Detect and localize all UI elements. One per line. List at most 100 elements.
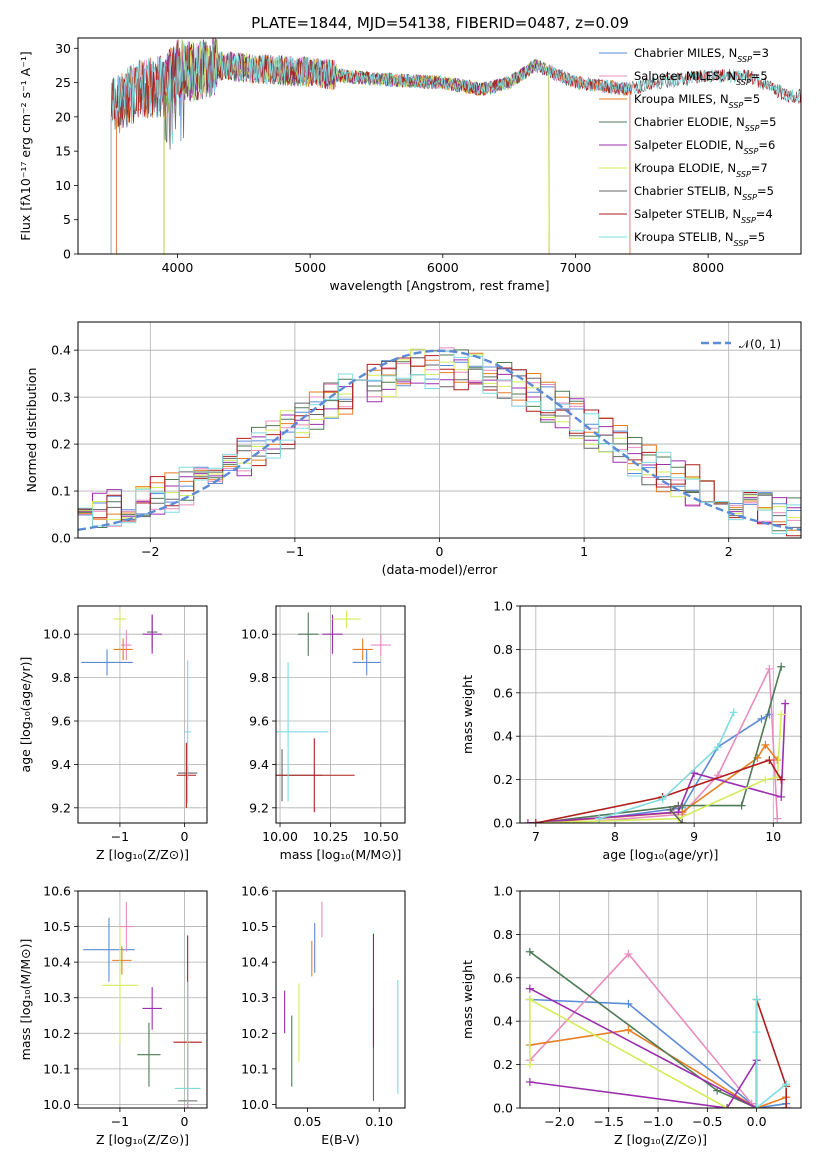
- y-tick-label: 10: [55, 178, 71, 193]
- axes-weight_vs_age: 7 8 9 10 0.0 0.2 0.4 0.6 0.8 1.0 age [log₁₀(age/yr…: [460, 599, 802, 862]
- legend-label: Chabrier STELIB, NSSP=5: [634, 184, 774, 202]
- legend-label: Kroupa STELIB, NSSP=5: [634, 230, 765, 248]
- errorbar-point: [276, 738, 355, 813]
- weight-marker: [525, 947, 534, 956]
- y-axis-label: Normed distribution: [24, 368, 39, 493]
- weight-marker: [782, 1080, 791, 1089]
- weight-series: [525, 984, 761, 1108]
- axes-frame: [275, 605, 406, 824]
- y-tick-label: 25: [55, 75, 71, 90]
- errorbar-point: [113, 638, 133, 661]
- weight-marker: [752, 1028, 761, 1037]
- y-tick-label: 15: [55, 144, 71, 159]
- x-tick-label: 1: [580, 544, 588, 559]
- y-tick-label: 10.4: [241, 955, 269, 970]
- errorbar-point: [142, 614, 162, 654]
- plots: 4000 5000 6000 7000 8000051015202530waveleng…: [18, 37, 802, 1147]
- y-tick-label: 0.0: [51, 531, 71, 546]
- y-tick-label: 9.2: [51, 800, 71, 815]
- y-tick-label: 9.4: [249, 757, 269, 772]
- y-axis-label: mass weight: [460, 960, 475, 1039]
- errorbar-point: [113, 610, 127, 628]
- plot-area-spectrum: [110, 38, 801, 254]
- weight-marker: [624, 1025, 633, 1034]
- plot-area-weight_vs_age: [520, 606, 801, 823]
- y-tick-label: 9.4: [51, 757, 71, 772]
- legend-label: Salpeter MILES, NSSP=5: [634, 69, 768, 87]
- y-tick-label: 10.0: [241, 627, 269, 642]
- weight-marker: [737, 801, 746, 810]
- weight-marker: [773, 814, 782, 823]
- weight-marker: [761, 775, 770, 784]
- axes-frame: [275, 890, 406, 1109]
- legend-label: 𝒩(0, 1): [739, 337, 781, 351]
- y-tick-label: 10.2: [241, 1026, 269, 1041]
- x-axis-label: Z [log₁₀(Z/Z⊙)]: [96, 847, 189, 862]
- y-tick-label: 0: [63, 247, 71, 262]
- plot-area-mass_vs_EBV: [284, 901, 399, 1101]
- weight-marker: [757, 714, 766, 723]
- x-tick-label: 10.25: [313, 829, 349, 844]
- y-tick-label: 10.5: [241, 919, 269, 934]
- weight-marker: [765, 664, 774, 673]
- y-tick-label: 10.0: [43, 627, 71, 642]
- weight-marker: [777, 710, 786, 719]
- y-axis-label: mass weight: [460, 675, 475, 754]
- weight-marker: [782, 1104, 791, 1108]
- x-tick-label: 0: [180, 1114, 188, 1129]
- weight-line: [529, 998, 757, 1108]
- x-tick-label: 0: [180, 829, 188, 844]
- x-tick-label: 0.05: [294, 1114, 322, 1129]
- x-tick-label: 5000: [294, 260, 326, 275]
- x-tick-label: −2.0: [544, 1114, 574, 1129]
- x-tick-label: −2: [141, 544, 159, 559]
- y-tick-label: 10.3: [43, 990, 71, 1005]
- x-tick-label: −0.5: [692, 1114, 722, 1129]
- y-tick-label: 0.4: [51, 343, 71, 358]
- plot-area-age_vs_Z: [78, 606, 207, 823]
- weight-marker: [752, 995, 761, 1004]
- weight-marker: [781, 699, 790, 708]
- x-tick-label: −1: [286, 544, 304, 559]
- y-tick-label: 0.4: [493, 729, 513, 744]
- y-tick-label: 0.2: [493, 1057, 513, 1072]
- y-tick-label: 0.6: [493, 685, 513, 700]
- weight-marker: [525, 984, 534, 993]
- axes-weight_vs_Z: −2.0 −1.5 −1.0 −0.5 0.0 0.0 0.2 0.4 0.6 0.8 1.0 Z […: [460, 884, 802, 1147]
- x-axis-label: wavelength [Angstrom, rest frame]: [329, 278, 549, 293]
- weight-marker: [525, 1077, 534, 1086]
- weight-marker: [678, 819, 687, 823]
- errorbar-point: [101, 926, 138, 1044]
- x-tick-label: 0.10: [365, 1114, 393, 1129]
- axes-mass_vs_EBV: 0.05 0.10 10.0 10.1 10.2 10.3 10.4 10.5 10.6 E(B-…: [241, 884, 406, 1147]
- spectrum-line: [110, 41, 801, 254]
- plot-area-weight_vs_Z: [520, 891, 801, 1108]
- weight-marker: [624, 999, 633, 1008]
- x-tick-label: −1: [111, 1114, 129, 1129]
- errorbar-point: [184, 660, 191, 804]
- weight-marker: [765, 756, 774, 765]
- y-tick-label: 10.1: [43, 1061, 71, 1076]
- axes-frame: [77, 890, 208, 1109]
- y-tick-label: 9.6: [249, 714, 269, 729]
- errorbar-point: [119, 901, 133, 952]
- axes-frame: [519, 605, 802, 824]
- residuals-legend: 𝒩(0, 1): [701, 337, 781, 351]
- weight-marker: [674, 801, 683, 810]
- axes-mass_vs_Z: −1 0 10.0 10.1 10.2 10.3 10.4 10.5 10.6 Z [log₁₀(…: [18, 884, 208, 1147]
- x-tick-label: −1: [111, 829, 129, 844]
- weight-marker: [666, 805, 675, 814]
- weight-line: [755, 999, 787, 1108]
- y-tick-label: 0.8: [493, 927, 513, 942]
- weight-line: [529, 951, 757, 1108]
- x-tick-label: 8: [611, 829, 619, 844]
- x-tick-label: 10.50: [363, 829, 399, 844]
- errorbar-point: [322, 614, 343, 654]
- y-tick-label: 0.8: [493, 642, 513, 657]
- x-tick-label: 7000: [560, 260, 592, 275]
- weight-marker: [777, 662, 786, 671]
- weight-line: [598, 711, 735, 820]
- weight-marker: [761, 740, 770, 749]
- figure-title: PLATE=1844, MJD=54138, FIBERID=0487, z=0…: [251, 14, 629, 32]
- plot-area-mass_vs_Z: [78, 891, 207, 1108]
